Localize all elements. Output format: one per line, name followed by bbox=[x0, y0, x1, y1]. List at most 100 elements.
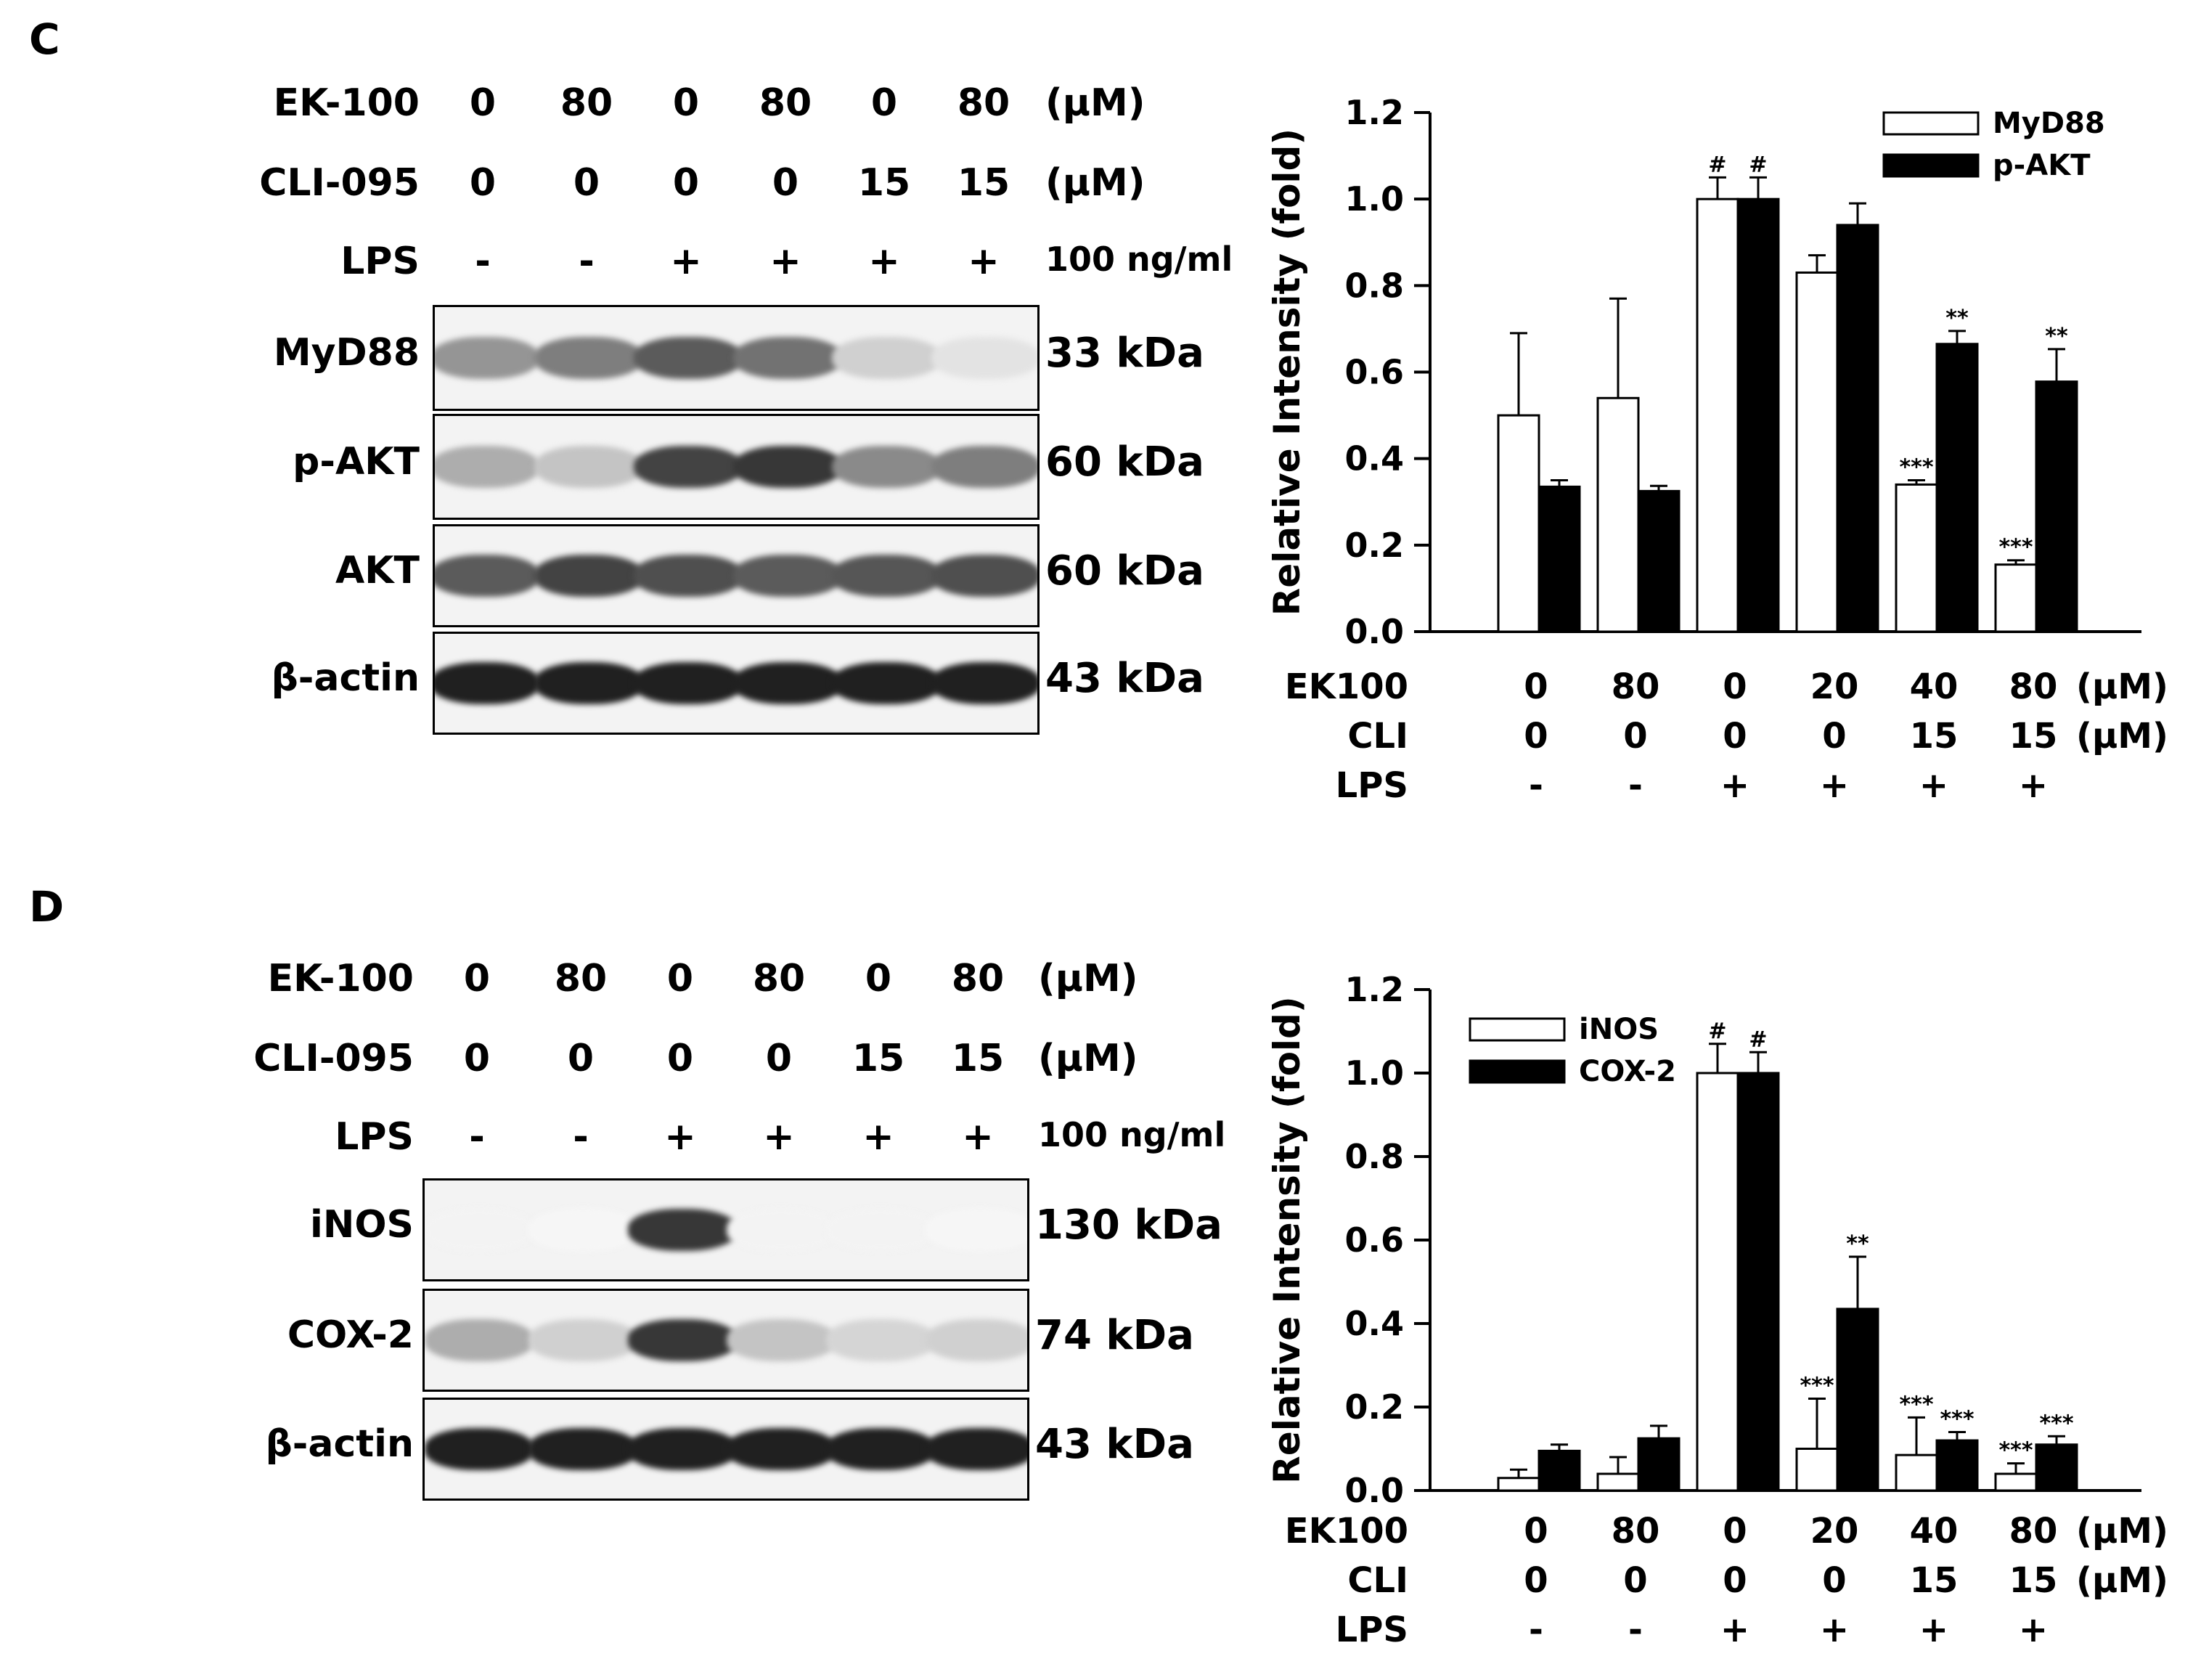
y-tick-label: 0.4 bbox=[1345, 439, 1405, 478]
blot-band bbox=[832, 555, 941, 597]
blot-band bbox=[634, 445, 743, 489]
condition-value: 80 bbox=[2009, 1511, 2058, 1551]
condition-value: + bbox=[1919, 1610, 1948, 1650]
condition-value: 0 bbox=[463, 1037, 491, 1080]
bar bbox=[1596, 1472, 1640, 1492]
condition-value: 0 bbox=[573, 161, 600, 205]
band-label: β-actin bbox=[265, 1422, 414, 1466]
bar bbox=[1497, 414, 1540, 633]
condition-value: 0 bbox=[870, 81, 898, 125]
condition-label: EK100 bbox=[1285, 1511, 1408, 1551]
blot-band bbox=[926, 1319, 1027, 1361]
condition-value: 0 bbox=[1524, 666, 1548, 707]
condition-value: 15 bbox=[2009, 716, 2058, 757]
blot-band bbox=[534, 445, 643, 489]
significance-mark: ** bbox=[1846, 1231, 1869, 1257]
blot-band bbox=[832, 336, 941, 380]
blot-strip bbox=[433, 305, 1040, 411]
y-tick-label: 0.2 bbox=[1345, 526, 1405, 565]
blot-band bbox=[534, 555, 643, 597]
significance-mark: *** bbox=[2039, 1411, 2073, 1436]
condition-value: 0 bbox=[765, 1037, 793, 1080]
condition-value: 0 bbox=[463, 957, 491, 1000]
bar bbox=[1696, 197, 1739, 633]
blot-band bbox=[425, 1319, 534, 1361]
panel-c-letter: C bbox=[29, 15, 60, 64]
condition-label: CLI bbox=[1347, 716, 1408, 757]
condition-value: + bbox=[1720, 1610, 1749, 1650]
panel-d-letter: D bbox=[29, 882, 65, 931]
condition-label: EK100 bbox=[1285, 666, 1408, 707]
blot-strip bbox=[422, 1398, 1029, 1501]
condition-value: - bbox=[579, 240, 595, 283]
condition-value: 15 bbox=[857, 161, 911, 205]
blot-band bbox=[733, 555, 842, 597]
condition-value: + bbox=[968, 240, 1000, 283]
condition-value: + bbox=[1820, 765, 1849, 806]
condition-value: + bbox=[1919, 765, 1948, 806]
condition-value: 0 bbox=[469, 81, 497, 125]
condition-value: 0 bbox=[1723, 666, 1747, 707]
blot-band bbox=[425, 1428, 534, 1470]
condition-value: 0 bbox=[666, 957, 694, 1000]
condition-value: 0 bbox=[672, 81, 700, 125]
panel-c-bar-chart: 0.0 0.2 0.4 0.6 0.8 1.0 1.2 Relative Intensity … bbox=[1266, 93, 2168, 806]
bar bbox=[1795, 271, 1839, 633]
blot-band bbox=[926, 1428, 1027, 1470]
condition-value: 80 bbox=[759, 81, 812, 125]
condition-label: CLI-095 bbox=[253, 1037, 414, 1080]
condition-value: 0 bbox=[1723, 1511, 1747, 1551]
blot-band bbox=[435, 555, 539, 597]
significance-mark: *** bbox=[1899, 454, 1933, 480]
significance-mark: *** bbox=[1800, 1374, 1834, 1399]
blot-band bbox=[727, 1319, 836, 1361]
kda-label: 43 kDa bbox=[1045, 655, 1204, 702]
condition-value: 0 bbox=[666, 1037, 694, 1080]
blot-band bbox=[435, 662, 539, 704]
legend-label: COX-2 bbox=[1579, 1055, 1676, 1088]
blot-band bbox=[628, 1428, 737, 1470]
blot-band bbox=[826, 1428, 935, 1470]
blot-band bbox=[931, 445, 1037, 489]
significance-mark: # bbox=[1708, 1019, 1726, 1044]
bar bbox=[2035, 380, 2078, 633]
blot-band bbox=[634, 662, 743, 704]
significance-mark: # bbox=[1749, 1027, 1767, 1052]
blot-strip bbox=[433, 414, 1040, 520]
condition-value: + bbox=[1820, 1610, 1849, 1650]
y-tick-label: 0.0 bbox=[1345, 612, 1405, 651]
blot-band bbox=[425, 1209, 534, 1251]
y-tick-label: 0.6 bbox=[1345, 353, 1405, 392]
condition-value: - bbox=[469, 1115, 485, 1159]
legend-swatch bbox=[1882, 111, 1980, 136]
condition-label: EK-100 bbox=[267, 957, 414, 1000]
condition-unit: (μM) bbox=[1038, 1037, 1138, 1080]
condition-value: + bbox=[769, 240, 801, 283]
significance-mark: *** bbox=[1998, 535, 2033, 560]
bar bbox=[1994, 1472, 2038, 1492]
condition-label: LPS bbox=[335, 1115, 414, 1159]
condition-value: - bbox=[573, 1115, 589, 1159]
y-tick-label: 1.0 bbox=[1345, 179, 1405, 219]
condition-label: EK-100 bbox=[273, 81, 420, 125]
blot-band bbox=[628, 1319, 737, 1361]
y-tick-label: 0.8 bbox=[1345, 266, 1405, 305]
condition-value: 20 bbox=[1810, 666, 1859, 707]
condition-label: CLI bbox=[1347, 1560, 1408, 1601]
condition-value: 0 bbox=[1822, 716, 1846, 757]
band-label: MyD88 bbox=[273, 331, 420, 375]
blot-band bbox=[634, 555, 743, 597]
condition-value: 0 bbox=[1623, 716, 1647, 757]
condition-value: 0 bbox=[865, 957, 892, 1000]
bar bbox=[2035, 1443, 2078, 1492]
condition-label: CLI-095 bbox=[259, 161, 420, 205]
condition-unit: 100 ng/ml bbox=[1038, 1115, 1226, 1154]
condition-value: - bbox=[1628, 765, 1643, 806]
condition-value: 0 bbox=[567, 1037, 595, 1080]
condition-unit: (μM) bbox=[2076, 1511, 2168, 1551]
condition-value: 80 bbox=[1612, 1511, 1660, 1551]
condition-value: - bbox=[475, 240, 491, 283]
condition-unit: (μM) bbox=[2076, 716, 2168, 757]
band-label: iNOS bbox=[310, 1203, 414, 1247]
legend-label: p-AKT bbox=[1993, 149, 2091, 182]
